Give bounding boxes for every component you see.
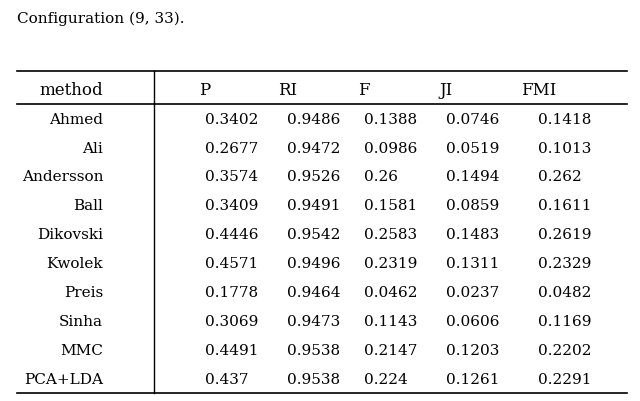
Text: F: F <box>358 82 369 99</box>
Text: 0.3402: 0.3402 <box>205 112 258 126</box>
Text: Configuration (9, 33).: Configuration (9, 33). <box>17 12 185 26</box>
Text: 0.1261: 0.1261 <box>446 372 500 386</box>
Text: 0.0746: 0.0746 <box>446 112 500 126</box>
Text: Kwolek: Kwolek <box>47 256 103 270</box>
Text: RI: RI <box>278 82 297 99</box>
Text: 0.9473: 0.9473 <box>287 314 340 328</box>
Text: P: P <box>199 82 211 99</box>
Text: 0.3409: 0.3409 <box>205 199 258 213</box>
Text: Dikovski: Dikovski <box>37 228 103 241</box>
Text: Ali: Ali <box>83 141 103 155</box>
Text: 0.9496: 0.9496 <box>287 256 341 270</box>
Text: 0.437: 0.437 <box>205 372 248 386</box>
Text: 0.262: 0.262 <box>538 170 582 184</box>
Text: 0.9538: 0.9538 <box>287 372 340 386</box>
Text: 0.9472: 0.9472 <box>287 141 340 155</box>
Text: 0.9486: 0.9486 <box>287 112 340 126</box>
Text: 0.3069: 0.3069 <box>205 314 258 328</box>
Text: 0.1013: 0.1013 <box>538 141 592 155</box>
Text: 0.1494: 0.1494 <box>446 170 500 184</box>
Text: Andersson: Andersson <box>22 170 103 184</box>
Text: 0.0606: 0.0606 <box>446 314 500 328</box>
Text: 0.0519: 0.0519 <box>446 141 500 155</box>
Text: Sinha: Sinha <box>59 314 103 328</box>
Text: 0.2583: 0.2583 <box>364 228 417 241</box>
Text: PCA+LDA: PCA+LDA <box>24 372 103 386</box>
Text: 0.2319: 0.2319 <box>364 256 417 270</box>
Text: 0.3574: 0.3574 <box>205 170 258 184</box>
Text: 0.2329: 0.2329 <box>538 256 592 270</box>
Text: 0.1778: 0.1778 <box>205 285 258 299</box>
Text: 0.2619: 0.2619 <box>538 228 592 241</box>
Text: 0.1169: 0.1169 <box>538 314 592 328</box>
Text: Ahmed: Ahmed <box>49 112 103 126</box>
Text: 0.2291: 0.2291 <box>538 372 592 386</box>
Text: 0.9526: 0.9526 <box>287 170 340 184</box>
Text: Ball: Ball <box>73 199 103 213</box>
Text: 0.1203: 0.1203 <box>446 343 500 357</box>
Text: 0.4571: 0.4571 <box>205 256 258 270</box>
Text: 0.1388: 0.1388 <box>364 112 417 126</box>
Text: FMI: FMI <box>521 82 556 99</box>
Text: 0.0237: 0.0237 <box>446 285 499 299</box>
Text: 0.9464: 0.9464 <box>287 285 341 299</box>
Text: 0.0462: 0.0462 <box>364 285 417 299</box>
Text: 0.0986: 0.0986 <box>364 141 417 155</box>
Text: 0.4446: 0.4446 <box>205 228 259 241</box>
Text: 0.224: 0.224 <box>364 372 407 386</box>
Text: 0.9542: 0.9542 <box>287 228 340 241</box>
Text: 0.0482: 0.0482 <box>538 285 592 299</box>
Text: MMC: MMC <box>60 343 103 357</box>
Text: 0.1311: 0.1311 <box>446 256 500 270</box>
Text: 0.2677: 0.2677 <box>205 141 258 155</box>
Text: 0.1143: 0.1143 <box>364 314 417 328</box>
Text: 0.4491: 0.4491 <box>205 343 259 357</box>
Text: 0.2147: 0.2147 <box>364 343 417 357</box>
Text: 0.2202: 0.2202 <box>538 343 592 357</box>
Text: 0.1483: 0.1483 <box>446 228 499 241</box>
Text: 0.26: 0.26 <box>364 170 397 184</box>
Text: 0.9538: 0.9538 <box>287 343 340 357</box>
Text: 0.0859: 0.0859 <box>446 199 499 213</box>
Text: 0.1611: 0.1611 <box>538 199 592 213</box>
Text: method: method <box>40 82 103 99</box>
Text: 0.1418: 0.1418 <box>538 112 592 126</box>
Text: JI: JI <box>440 82 453 99</box>
Text: 0.1581: 0.1581 <box>364 199 417 213</box>
Text: 0.9491: 0.9491 <box>287 199 341 213</box>
Text: Preis: Preis <box>64 285 103 299</box>
